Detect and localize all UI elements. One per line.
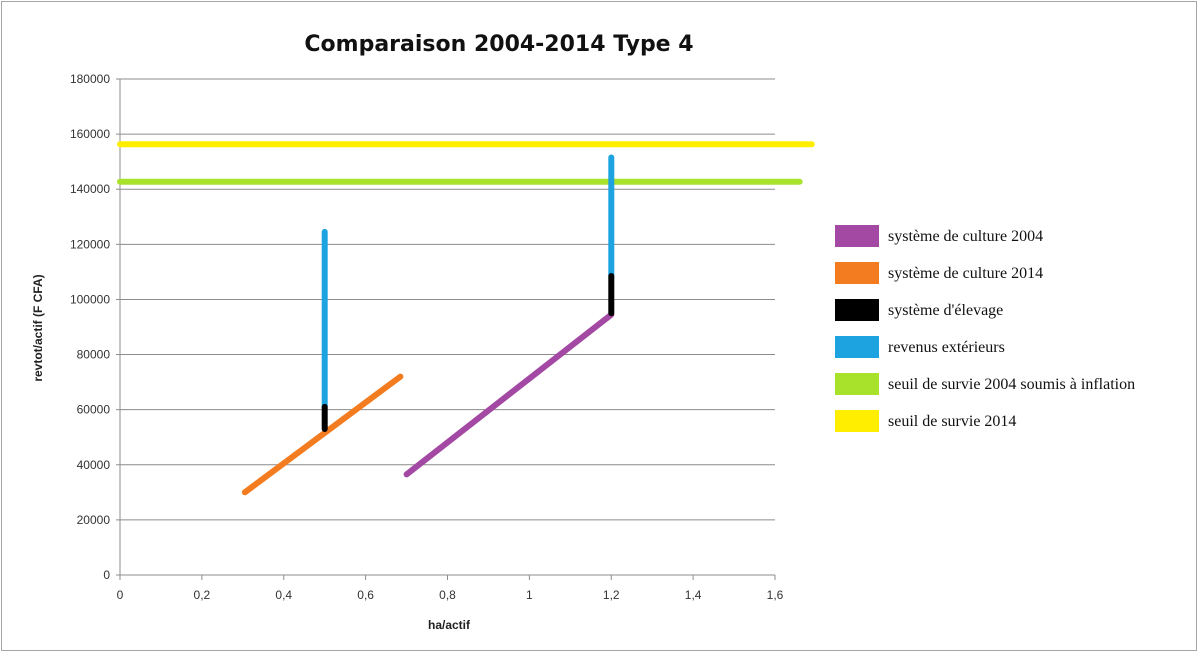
x-axis-label: ha/actif bbox=[428, 618, 471, 632]
legend-swatch bbox=[835, 225, 879, 247]
grid-lines bbox=[120, 78, 775, 521]
y-tick-label: 80000 bbox=[77, 348, 111, 362]
x-tick-label: 1,6 bbox=[767, 588, 784, 602]
x-tick-label: 1,2 bbox=[603, 588, 620, 602]
legend-label: système de culture 2004 bbox=[888, 228, 1043, 245]
y-tick-label: 60000 bbox=[77, 403, 111, 417]
legend-swatch bbox=[835, 373, 879, 395]
series-line bbox=[241, 373, 404, 496]
series-marks bbox=[117, 141, 815, 496]
y-tick-label: 160000 bbox=[70, 127, 110, 141]
legend-label: système d'élevage bbox=[888, 302, 1003, 319]
y-tick-label: 180000 bbox=[70, 72, 110, 86]
y-axis-label: revtot/actif (F CFA) bbox=[31, 274, 45, 381]
legend-swatch bbox=[835, 410, 879, 432]
axes bbox=[116, 78, 776, 580]
legend-swatch bbox=[835, 262, 879, 284]
legend-swatch bbox=[835, 336, 879, 358]
y-tick-label: 140000 bbox=[70, 182, 110, 196]
legend-label: système de culture 2014 bbox=[888, 265, 1043, 282]
y-tick-label: 120000 bbox=[70, 237, 110, 251]
x-tick-label: 1,4 bbox=[685, 588, 702, 602]
x-tick-label: 0,8 bbox=[439, 588, 456, 602]
legend-label: revenus extérieurs bbox=[888, 339, 1005, 356]
x-tick-label: 0 bbox=[117, 588, 124, 602]
legend-label: seuil de survie 2004 soumis à inflation bbox=[888, 376, 1135, 393]
x-tick-label: 0,6 bbox=[357, 588, 374, 602]
x-tick-label: 0,2 bbox=[194, 588, 211, 602]
y-tick-label: 100000 bbox=[70, 292, 110, 306]
legend-swatch bbox=[835, 299, 879, 321]
tick-labels: 0 20000 40000 60000 80000 100000 120000 140000 1… bbox=[70, 72, 784, 602]
legend: système de culture 2004 système de cultur… bbox=[835, 225, 1135, 432]
legend-label: seuil de survie 2014 bbox=[888, 413, 1016, 430]
y-tick-label: 0 bbox=[103, 568, 110, 582]
series-line bbox=[403, 311, 615, 478]
y-tick-label: 20000 bbox=[77, 513, 111, 527]
x-tick-label: 0,4 bbox=[275, 588, 292, 602]
chart-title: Comparaison 2004-2014 Type 4 bbox=[304, 32, 693, 57]
x-tick-label: 1 bbox=[526, 588, 533, 602]
y-tick-label: 40000 bbox=[77, 458, 111, 472]
